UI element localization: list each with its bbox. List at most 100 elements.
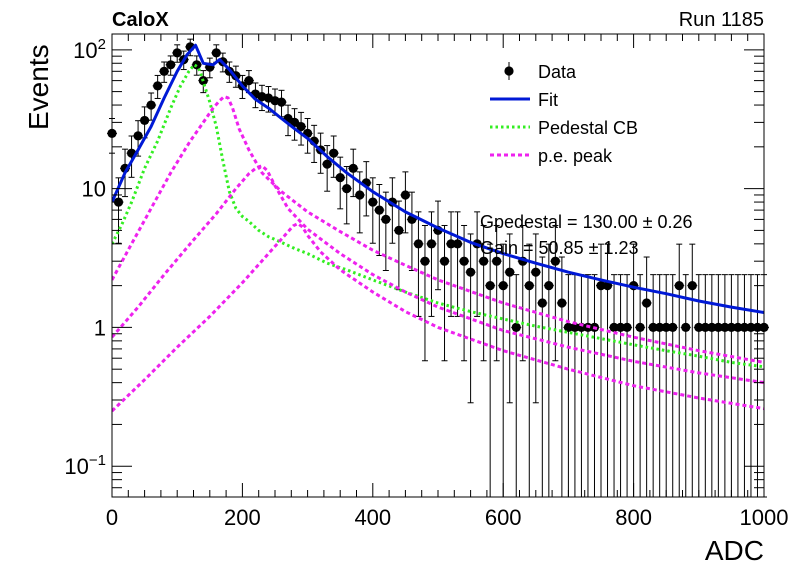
data-point (374, 205, 384, 215)
data-point (400, 190, 410, 200)
x-tick-label: 600 (485, 505, 522, 530)
header-left-label: CaloX (112, 9, 169, 31)
data-point (655, 322, 665, 333)
data-point (355, 190, 365, 200)
data-point (166, 60, 176, 70)
fit-parameter: Gpedestal = 130.00 ± 0.26 (480, 212, 693, 232)
data-point (674, 281, 684, 291)
data-point (576, 322, 587, 333)
data-point (537, 298, 547, 308)
data-point (133, 131, 143, 141)
y-axis-label: Events (23, 44, 54, 130)
data-point (544, 281, 554, 291)
legend: Data Fit Pedestal CB p.e. peak (490, 62, 638, 166)
series-line-p-e-peak-4 (112, 222, 764, 413)
legend-label: Data (538, 62, 577, 82)
data-point (413, 239, 424, 249)
x-tick-label: 400 (354, 505, 391, 530)
x-tick-label: 200 (224, 505, 261, 530)
y-tick-label: 10−1 (64, 452, 106, 479)
data-point (694, 322, 704, 333)
data-point (342, 184, 352, 194)
y-tick-exponent: −1 (89, 452, 106, 469)
data-point (394, 225, 404, 235)
data-point (446, 239, 456, 249)
data-point (426, 239, 437, 249)
data-point (635, 322, 645, 333)
data-point (570, 322, 580, 333)
legend-label: Pedestal CB (538, 118, 638, 138)
header-right-label: Run 1185 (679, 9, 764, 31)
series-line-p-e-peak-2 (112, 95, 764, 364)
data-point (733, 322, 743, 333)
x-tick-label: 1000 (740, 505, 789, 530)
data-point (700, 322, 710, 333)
data-point (609, 322, 619, 333)
data-point (452, 239, 463, 249)
fit-parameter: Gain = 50.85 ± 1.23 (480, 238, 639, 258)
data-point (557, 298, 567, 308)
series-line-fit-0 (112, 43, 764, 314)
y-tick-exponent: 2 (98, 36, 106, 53)
data-point (648, 322, 658, 333)
data-point (289, 117, 300, 127)
data-point (681, 322, 691, 333)
data-point (485, 281, 495, 291)
data-point (661, 322, 671, 333)
data-point (615, 322, 626, 333)
data-point (720, 322, 730, 333)
data-point (329, 148, 339, 158)
y-tick-mantissa: 10 (73, 38, 97, 63)
plot-area (107, 38, 769, 498)
data-point (153, 81, 163, 91)
data-point (479, 256, 489, 266)
data-point (381, 214, 391, 225)
data-point (707, 322, 717, 333)
data-point (498, 281, 508, 291)
legend-label: p.e. peak (538, 146, 613, 166)
y-tick-label: 10 (82, 177, 106, 202)
data-point (296, 121, 306, 132)
x-tick-label: 0 (106, 505, 118, 530)
data-point (642, 298, 652, 308)
data-point (146, 100, 156, 110)
data-point (322, 159, 332, 169)
data-point (159, 66, 169, 76)
data-point (335, 173, 345, 183)
data-point (368, 197, 378, 207)
data-point (531, 267, 541, 277)
legend-label: Fit (538, 90, 558, 110)
data-point (211, 48, 221, 58)
y-tick-label: 102 (73, 36, 106, 63)
series-line-pedestal-cb-1 (112, 63, 764, 369)
data-point (596, 281, 606, 291)
data-point (713, 322, 723, 333)
data-point (622, 322, 632, 333)
annotations: Gpedestal = 130.00 ± 0.26 Gain = 50.85 ± … (480, 212, 693, 258)
data-point (439, 256, 450, 266)
data-point (524, 281, 534, 291)
x-axis-label: ADC (705, 535, 764, 566)
data-point (140, 115, 150, 126)
data-point (550, 256, 560, 266)
data-point (459, 256, 469, 266)
data-point (244, 76, 254, 86)
data-point (348, 163, 358, 173)
data-point (726, 322, 737, 333)
data-point (492, 256, 502, 266)
data-point (687, 281, 697, 291)
data-point (172, 48, 182, 58)
data-point (511, 322, 521, 333)
y-tick-mantissa: 10 (64, 454, 88, 479)
legend-marker (504, 66, 514, 76)
x-tick-label: 800 (615, 505, 652, 530)
data-point (505, 267, 515, 277)
data-point (563, 322, 574, 333)
series-line-p-e-peak-3 (112, 164, 764, 385)
data-point (276, 97, 287, 107)
data-point (668, 322, 678, 333)
data-point (466, 267, 476, 277)
data-point (420, 256, 430, 266)
